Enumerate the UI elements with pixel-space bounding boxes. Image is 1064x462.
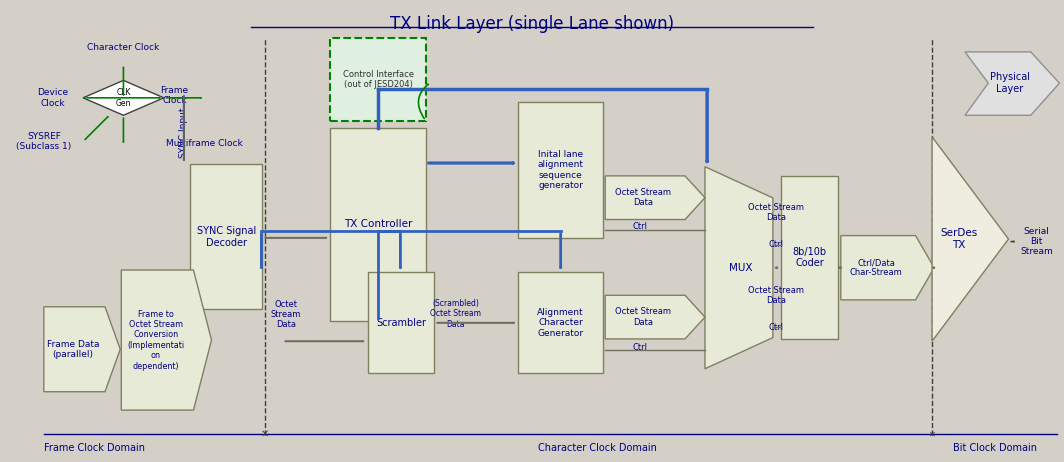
Text: TX Link Layer (single Lane shown): TX Link Layer (single Lane shown) [389,15,675,33]
Text: Ctrl/Data
Char-Stream: Ctrl/Data Char-Stream [850,258,902,278]
Text: SYSREF
(Subclass 1): SYSREF (Subclass 1) [16,132,71,151]
Text: Character Clock: Character Clock [87,43,160,52]
Polygon shape [841,236,934,300]
Text: Octet Stream
Data: Octet Stream Data [748,286,804,305]
Text: Multiframe Clock: Multiframe Clock [166,139,243,148]
Text: Frame Clock Domain: Frame Clock Domain [44,443,145,453]
Text: ✕: ✕ [929,430,935,438]
Text: (Scrambled)
Octet Stream
Data: (Scrambled) Octet Stream Data [430,299,481,328]
Text: SYNC Input: SYNC Input [180,107,188,158]
FancyBboxPatch shape [518,272,603,373]
Text: CLK
Gen: CLK Gen [116,88,131,108]
Text: Octet Stream
Data: Octet Stream Data [615,188,671,207]
Text: Scrambler: Scrambler [376,318,426,328]
Text: Octet
Stream
Data: Octet Stream Data [270,300,301,329]
Text: Control Interface
(out of JESD204): Control Interface (out of JESD204) [343,70,414,89]
Text: Octet Stream
Data: Octet Stream Data [748,203,804,222]
Text: TX Controller: TX Controller [344,219,413,229]
Text: 8b/10b
Coder: 8b/10b Coder [793,247,827,268]
Text: Frame Data
(parallel): Frame Data (parallel) [47,340,99,359]
Polygon shape [705,167,772,369]
Polygon shape [605,176,705,219]
Polygon shape [121,270,212,410]
Text: Physical
Layer: Physical Layer [990,73,1030,94]
Text: Bit Clock Domain: Bit Clock Domain [952,443,1036,453]
Text: Alignment
Character
Generator: Alignment Character Generator [537,308,584,338]
Text: Device
Clock: Device Clock [37,88,68,108]
Text: SerDes
TX: SerDes TX [941,228,978,250]
Polygon shape [44,307,120,392]
FancyBboxPatch shape [330,128,426,321]
Polygon shape [605,295,705,339]
Text: Frame to
Octet Stream
Conversion
(Implementati
on
dependent): Frame to Octet Stream Conversion (Implem… [127,310,184,371]
Text: ✕: ✕ [261,429,268,439]
Text: Inital lane
alignment
sequence
generator: Inital lane alignment sequence generator [537,150,584,190]
Text: Frame
Clock: Frame Clock [161,86,188,105]
Text: Serial
Bit
Stream: Serial Bit Stream [1020,227,1053,256]
FancyBboxPatch shape [330,38,426,121]
Text: Ctrl: Ctrl [633,343,648,352]
Text: SYNC Signal
Decoder: SYNC Signal Decoder [197,226,256,248]
Text: Ctrl: Ctrl [768,323,783,332]
Polygon shape [965,52,1060,116]
Polygon shape [932,137,1009,341]
FancyBboxPatch shape [190,164,263,309]
Polygon shape [83,80,164,116]
FancyBboxPatch shape [518,103,603,238]
Text: Ctrl: Ctrl [633,222,648,231]
Text: Character Clock Domain: Character Clock Domain [538,443,658,453]
Text: MUX: MUX [729,263,753,273]
FancyBboxPatch shape [781,176,837,339]
Text: Octet Stream
Data: Octet Stream Data [615,307,671,327]
FancyBboxPatch shape [367,272,434,373]
Text: Ctrl: Ctrl [768,240,783,249]
